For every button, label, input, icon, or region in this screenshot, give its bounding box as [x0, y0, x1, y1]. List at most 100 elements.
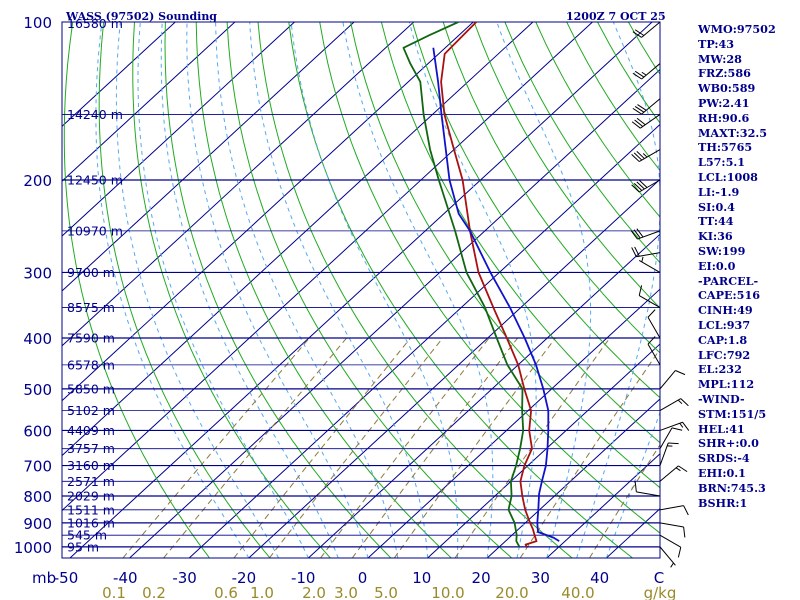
wind-barb — [659, 546, 676, 568]
mixing-ratio-line — [519, 348, 660, 558]
temperature-tick-label: C — [654, 569, 664, 587]
isotherm-line — [486, 398, 660, 558]
wind-barb — [632, 98, 661, 115]
barb-feather — [683, 505, 689, 516]
moist-adiabat-line — [115, 22, 280, 558]
barb-feather — [631, 247, 637, 257]
barb-staff — [659, 546, 676, 566]
barb-feather — [636, 117, 646, 126]
barb-feather — [683, 526, 686, 538]
barb-feather — [637, 104, 647, 111]
mixing-ratio-line — [351, 337, 519, 558]
pressure-tick-label: 700 — [23, 458, 52, 476]
barb-feather — [682, 421, 690, 431]
barb-staff — [659, 442, 669, 466]
mixing-ratio-line — [269, 337, 444, 558]
stat-line: SHR+:0.0 — [698, 436, 759, 451]
height-label: 95 m — [67, 539, 99, 554]
barb-staff — [647, 343, 661, 366]
pressure-tick-label: 300 — [23, 264, 52, 282]
barb-feather — [636, 228, 644, 238]
pressure-tick-label: 100 — [23, 14, 52, 32]
height-label: 6578 m — [67, 357, 115, 372]
isotherm-line — [188, 123, 660, 558]
wind-barb — [638, 256, 661, 273]
moist-adiabat-line — [215, 22, 399, 558]
barb-staff — [647, 316, 661, 339]
temperature-tick-label: 30 — [531, 569, 550, 587]
height-label: 5850 m — [67, 381, 115, 396]
moist-adiabat-line — [95, 22, 250, 558]
stat-line: MAXT:32.5 — [698, 125, 768, 140]
wind-barb — [659, 442, 679, 466]
pressure-tick-label: 900 — [23, 515, 52, 533]
barb-staff — [638, 295, 661, 309]
mixing-ratio-line — [122, 337, 310, 558]
barb-feather — [632, 107, 642, 115]
dry-adiabat-line — [380, 22, 660, 444]
top-height-label: 16580 m — [67, 16, 123, 31]
isotherm-line — [129, 68, 660, 558]
stat-line: STM:151/5 — [698, 406, 767, 421]
barb-feather — [632, 72, 642, 80]
barb-feather — [678, 465, 688, 473]
moist-adiabat-line — [342, 22, 494, 558]
isobar-grid — [62, 114, 660, 548]
temperature-trace — [440, 22, 538, 548]
temperature-tick-label: -30 — [172, 569, 197, 587]
barb-feather — [634, 106, 645, 113]
dry-adiabat-line — [226, 22, 513, 558]
height-label: 3160 m — [67, 458, 115, 473]
stat-line: LFC:792 — [698, 347, 751, 362]
barb-feather — [636, 181, 645, 190]
moist-adiabat-line — [249, 22, 429, 558]
wind-barb — [659, 427, 683, 449]
barb-feather — [675, 370, 686, 376]
barb-feather — [630, 230, 638, 240]
barb-staff — [636, 252, 661, 258]
mixing-ratio-tick-label: 3.0 — [334, 584, 358, 600]
stat-line: WMO:97502 — [698, 22, 776, 36]
wind-barb — [659, 421, 690, 431]
stat-line: L57:5.1 — [698, 155, 746, 170]
mixing-ratio-line — [393, 337, 556, 558]
barb-staff — [638, 259, 661, 273]
moist-adiabat-line — [576, 22, 660, 558]
barb-feather — [671, 427, 683, 431]
barb-staff — [659, 427, 673, 449]
barb-feather — [631, 121, 641, 129]
wind-barb — [631, 149, 661, 162]
isotherm-line — [62, 22, 415, 347]
barb-staff — [659, 465, 679, 482]
stat-line: KI:36 — [698, 229, 733, 244]
stat-line: HEL:41 — [698, 421, 745, 436]
stat-line: LCL:1008 — [698, 169, 758, 184]
pressure-tick-label: 600 — [23, 422, 52, 440]
temperature-tick-label: -10 — [291, 569, 316, 587]
stat-line: FRZ:586 — [698, 66, 751, 81]
temperature-tick-label: 40 — [590, 569, 609, 587]
mixing-ratio-tick-label: 10.0 — [431, 584, 464, 600]
stats-panel: WMO:97502 TP:43 MW:28 FRZ:586 WB0:589 PW:2.41… — [698, 22, 776, 510]
barb-staff — [638, 149, 661, 162]
dry-adiabat-line — [783, 22, 800, 558]
height-label: 14240 m — [67, 107, 123, 122]
dry-adiabat-line — [350, 22, 660, 489]
isotherm-line — [248, 178, 660, 558]
plot-frame — [61, 21, 661, 559]
barb-staff — [659, 534, 682, 548]
barb-staff — [659, 421, 683, 431]
chart-title: WASS (97502) Sounding — [66, 10, 218, 23]
barb-feather — [668, 442, 679, 445]
dry-adiabat-line — [473, 22, 660, 309]
mixing-ratio-tick-label: 0.1 — [102, 584, 126, 600]
isotherm-line — [69, 22, 653, 558]
barb-feather — [677, 547, 682, 558]
mixing-ratio-line — [320, 337, 490, 558]
barb-feather — [632, 31, 642, 38]
barb-feather — [634, 481, 637, 492]
wind-barb — [659, 370, 686, 390]
pressure-tick-label: 200 — [23, 172, 52, 190]
dry-adiabat-line — [288, 22, 633, 558]
barb-feather — [647, 309, 656, 318]
